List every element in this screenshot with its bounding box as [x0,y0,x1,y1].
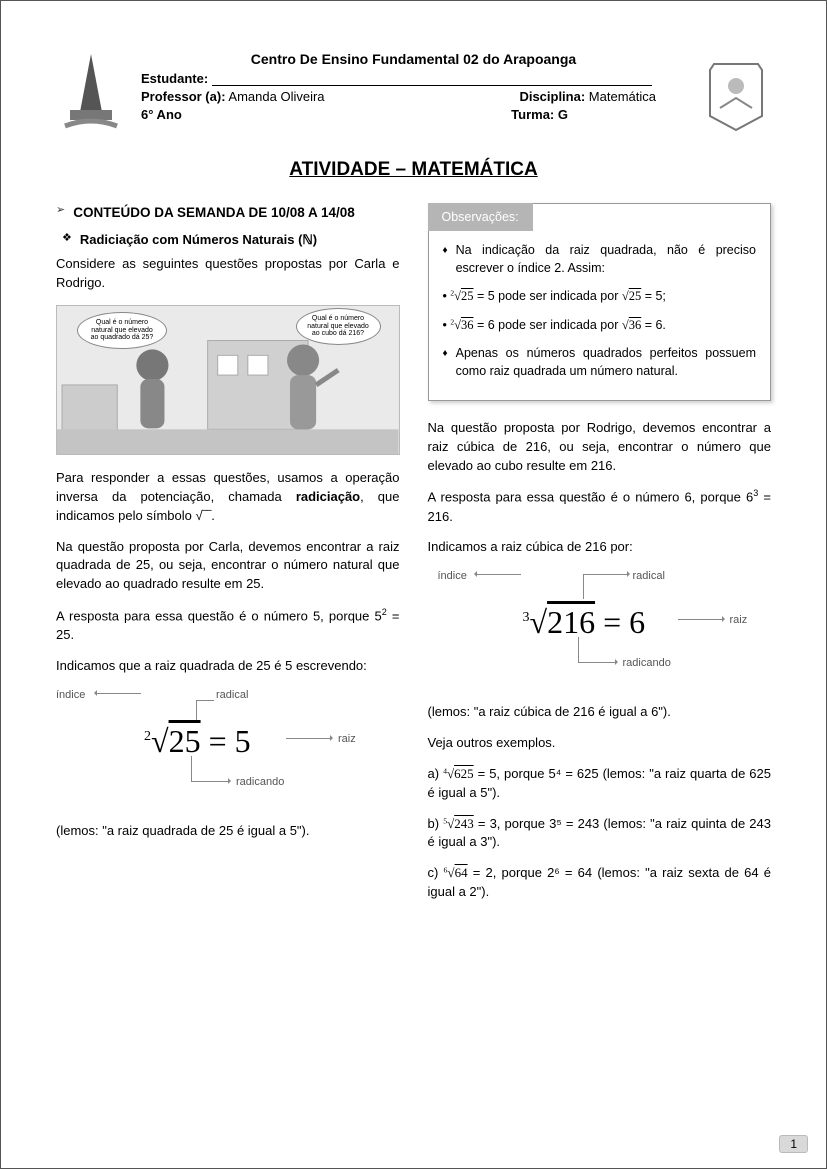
cbrt-expression: 3√216 = 6 [523,599,646,645]
left-p5: Indicamos que a raiz quadrada de 25 é 5 … [56,657,400,676]
label-radical: radical [216,688,248,704]
class-name: G [554,107,568,122]
left-column: ➢ CONTEÚDO DA SEMANDA DE 10/08 A 14/08 ❖… [56,203,400,914]
left-p2: Para responder a essas questões, usamos … [56,469,400,526]
class-label: Turma: [511,107,554,122]
page-number: 1 [779,1135,808,1153]
observations-box: Observações: ♦ Na indicação da raiz quad… [428,203,772,401]
right-p3: Indicamos a raiz cúbica de 216 por: [428,538,772,557]
main-title: ATIVIDADE – MATEMÁTICA [56,159,771,181]
left-p3: Na questão proposta por Carla, devemos e… [56,538,400,595]
page: Centro De Ensino Fundamental 02 do Arapo… [0,0,827,1169]
label-indice: índice [56,688,85,704]
disc-label: Disciplina: [519,89,585,104]
disc-name: Matemática [585,89,656,104]
grade: 6° Ano [141,107,182,122]
example-b: b) 5√243 = 3, porque 3⁵ = 243 (lemos: "a… [428,815,772,853]
speech-bubble-2: Qual é o número natural que elevado ao c… [296,308,381,345]
example-a: a) 4√625 = 5, porque 5⁴ = 625 (lemos: "a… [428,765,772,803]
school-name: Centro De Ensino Fundamental 02 do Arapo… [141,51,686,67]
cartoon-illustration: Qual é o número natural que elevado ao q… [56,305,400,455]
obs-1: Na indicação da raiz quadrada, não é pre… [456,241,756,277]
diamond-icon: ♦ [443,347,448,380]
left-p4: A resposta para essa questão é o número … [56,606,400,645]
subheading: Radiciação com Números Naturais (ℕ) [80,231,317,250]
header: Centro De Ensino Fundamental 02 do Arapo… [56,51,771,141]
logo-left-icon [56,51,126,141]
right-p2: A resposta para essa questão é o número … [428,487,772,526]
right-p5: Veja outros exemplos. [428,734,772,753]
cbrt-diagram: índice radical 3√216 = 6 raiz radicando [428,569,772,689]
logo-right-icon [701,51,771,141]
right-column: Observações: ♦ Na indicação da raiz quad… [428,203,772,914]
label-radicando-2: radicando [623,656,671,672]
content-columns: ➢ CONTEÚDO DA SEMANDA DE 10/08 A 14/08 ❖… [56,203,771,914]
sqrt-expression: 2√25 = 5 [144,718,251,764]
left-p6: (lemos: "a raiz quadrada de 25 é igual a… [56,822,400,841]
obs-title: Observações: [428,203,533,231]
sqrt-diagram: índice radical 2√25 = 5 raiz radicando [56,688,400,808]
student-blank [212,85,652,86]
diamond-icon: ♦ [443,244,448,277]
label-raiz-2: raiz [730,613,748,629]
prof-label: Professor (a): [141,89,226,104]
example-c: c) 6√64 = 2, porque 2⁶ = 64 (lemos: "a r… [428,864,772,902]
right-p1: Na questão proposta por Rodrigo, devemos… [428,419,772,476]
obs-3: • 2√36 = 6 pode ser indicada por √36 = 6… [443,316,757,334]
obs-2: • 2√25 = 5 pode ser indicada por √25 = 5… [443,287,757,305]
diamond-icon: ❖ [62,231,72,247]
right-p4: (lemos: "a raiz cúbica de 216 é igual a … [428,703,772,722]
obs-4: Apenas os números quadrados perfeitos po… [456,344,756,380]
prof-name: Amanda Oliveira [226,89,325,104]
label-raiz: raiz [338,732,356,748]
label-indice-2: índice [438,569,467,585]
left-p1: Considere as seguintes questões proposta… [56,255,400,293]
label-radical-2: radical [633,569,665,585]
content-heading: CONTEÚDO DA SEMANDA DE 10/08 A 14/08 [73,203,355,223]
speech-bubble-1: Qual é o número natural que elevado ao q… [77,312,167,349]
triangle-icon: ➢ [56,203,65,219]
label-radicando: radicando [236,775,284,791]
student-label: Estudante: [141,71,208,86]
